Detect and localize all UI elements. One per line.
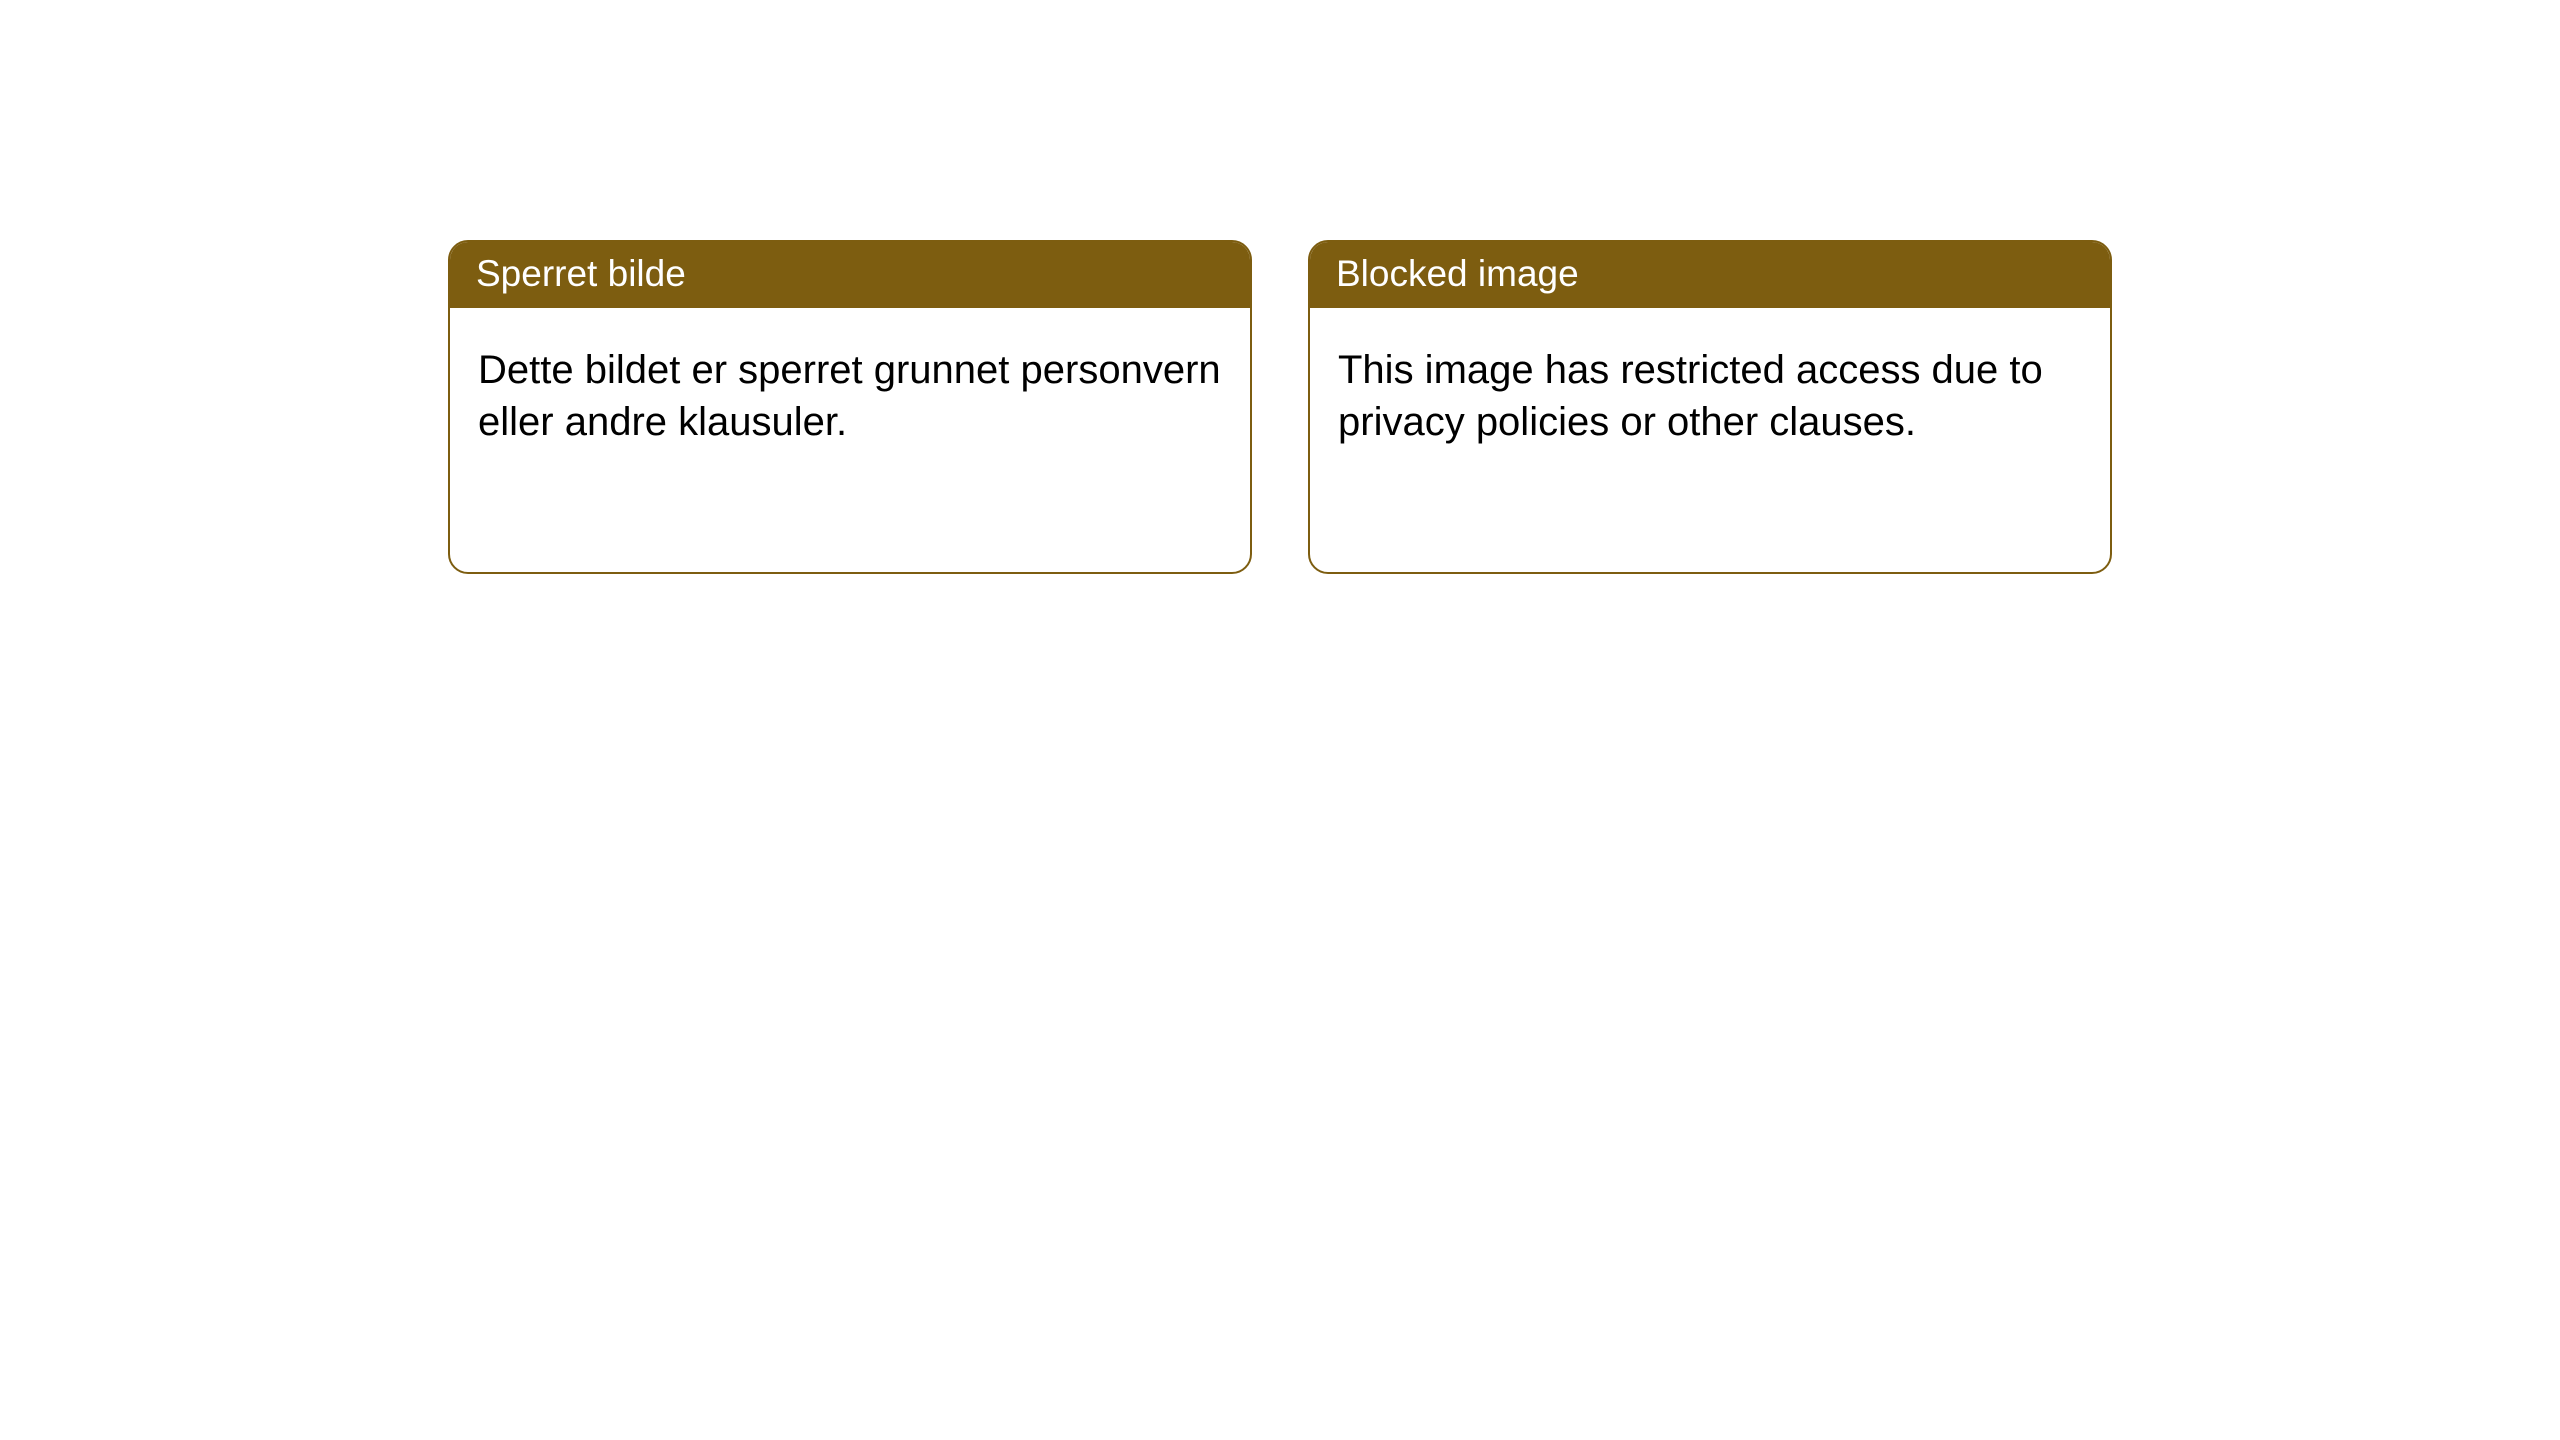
card-header-english: Blocked image	[1310, 242, 2110, 308]
card-body-english: This image has restricted access due to …	[1310, 308, 2110, 484]
card-body-text: This image has restricted access due to …	[1338, 348, 2043, 444]
card-norwegian: Sperret bilde Dette bildet er sperret gr…	[448, 240, 1252, 574]
card-body-norwegian: Dette bildet er sperret grunnet personve…	[450, 308, 1250, 484]
card-english: Blocked image This image has restricted …	[1308, 240, 2112, 574]
card-title: Blocked image	[1336, 253, 1579, 294]
cards-container: Sperret bilde Dette bildet er sperret gr…	[448, 240, 2560, 574]
card-title: Sperret bilde	[476, 253, 686, 294]
card-body-text: Dette bildet er sperret grunnet personve…	[478, 348, 1221, 444]
card-header-norwegian: Sperret bilde	[450, 242, 1250, 308]
